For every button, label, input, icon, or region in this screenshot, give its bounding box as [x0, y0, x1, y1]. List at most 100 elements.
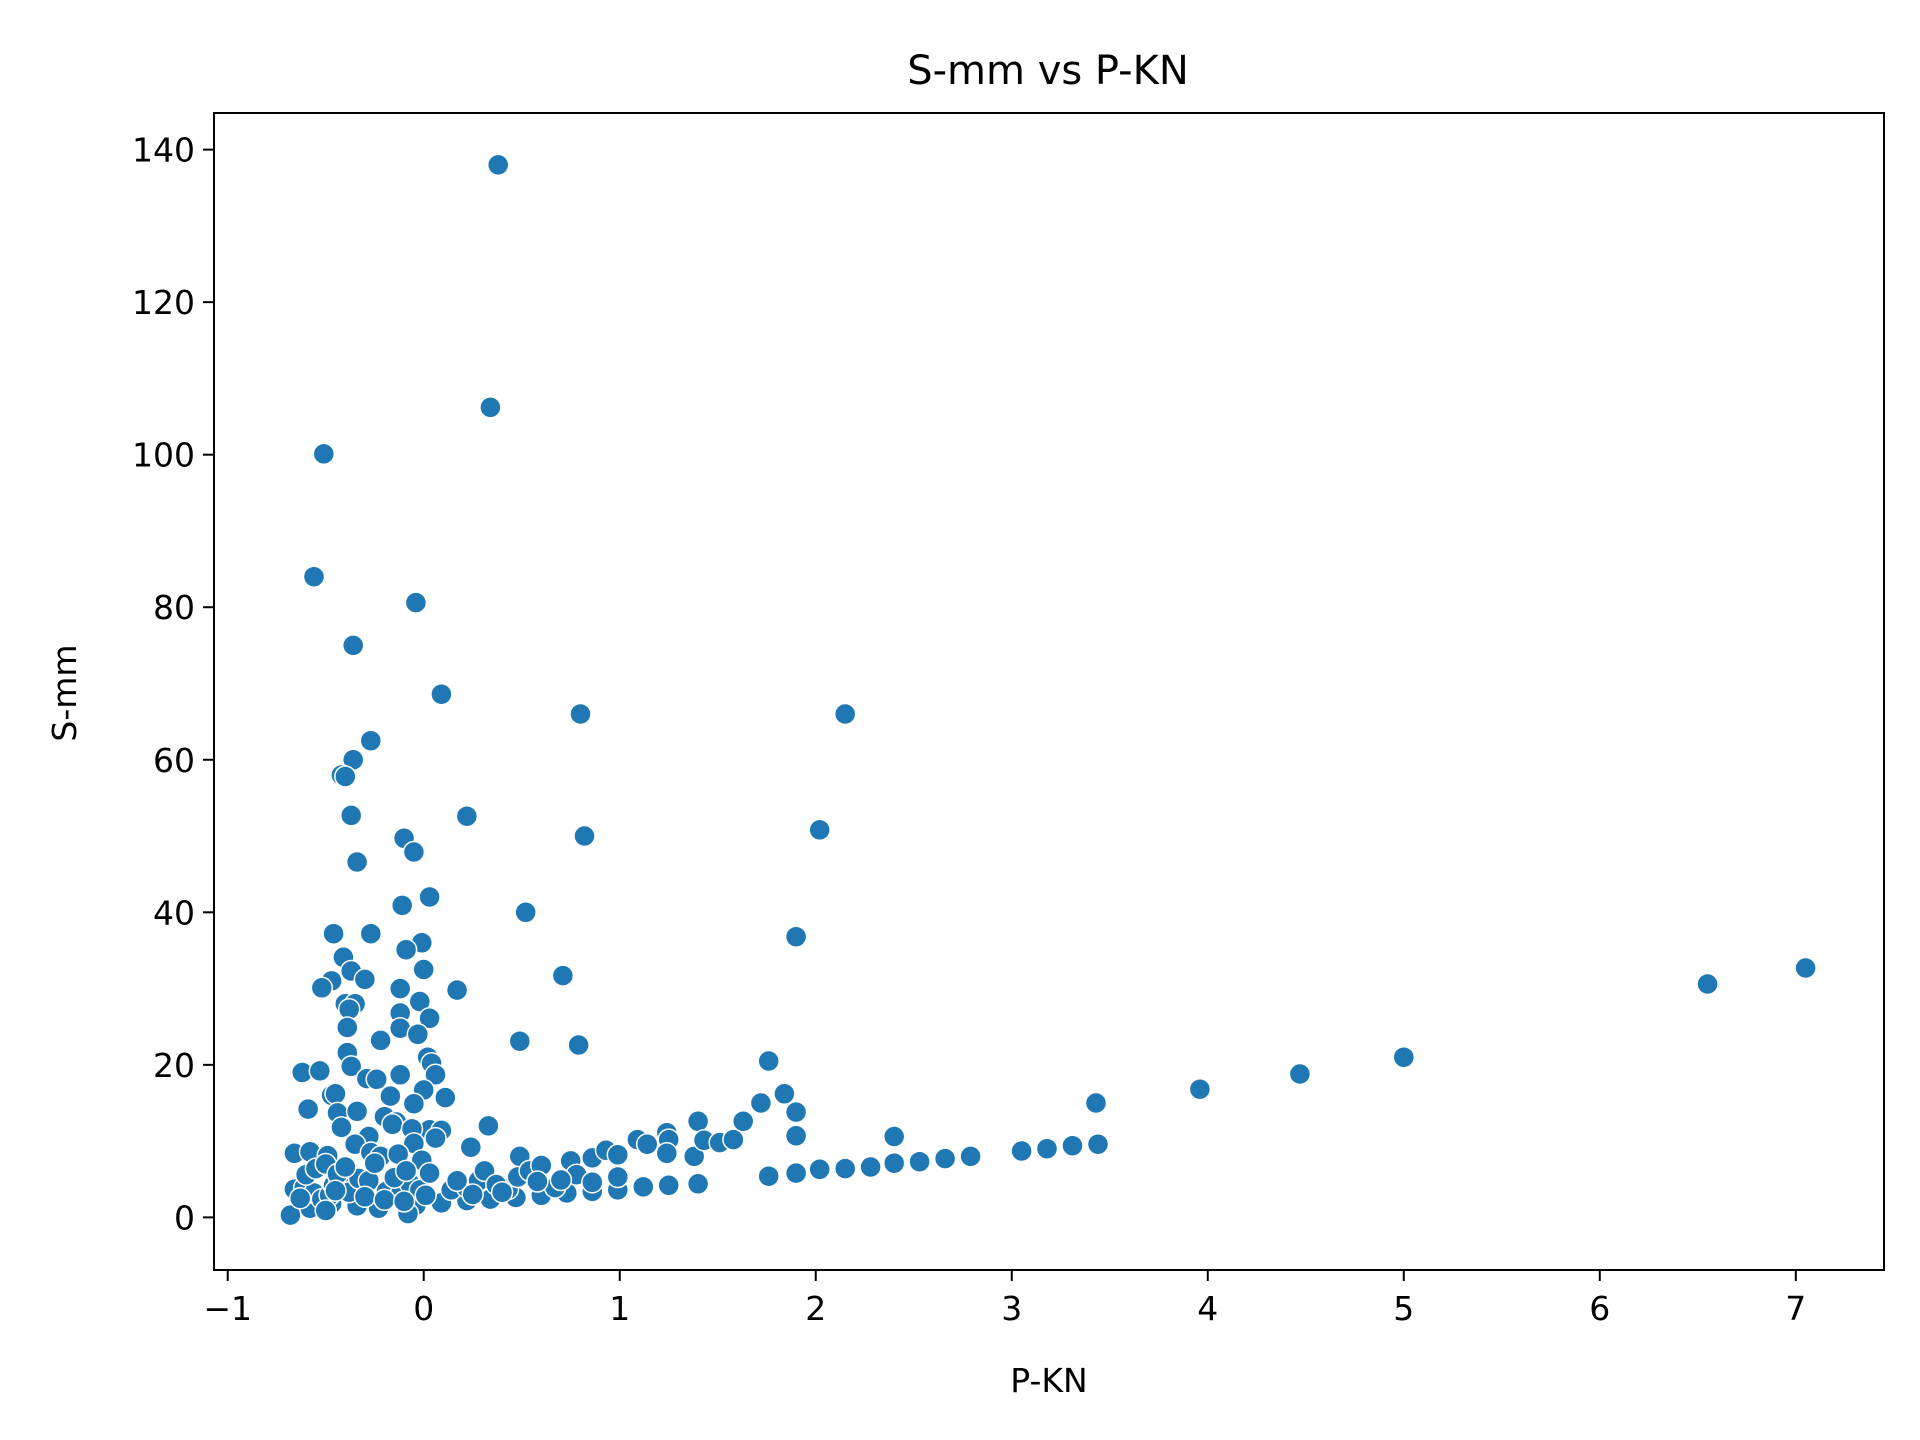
y-tick-label: 100: [132, 436, 195, 475]
data-point: [424, 1126, 447, 1150]
y-tick-label: 0: [174, 1198, 195, 1237]
data-point: [308, 1059, 332, 1083]
data-point: [1696, 972, 1719, 996]
data-point: [959, 1145, 982, 1168]
y-axis-ticks: 0 20 40 60 80 100 120 140: [132, 131, 214, 1237]
data-point: [322, 922, 345, 945]
data-point: [455, 804, 479, 828]
data-point: [402, 840, 426, 864]
data-point: [339, 804, 363, 827]
data-point: [388, 1063, 412, 1087]
data-point: [424, 1063, 447, 1087]
x-tick-label: 1: [609, 1289, 630, 1328]
y-tick-label: 140: [132, 131, 195, 170]
x-tick-label: 5: [1393, 1289, 1414, 1328]
data-point: [526, 1170, 549, 1193]
data-point: [402, 1092, 426, 1115]
data-point: [784, 925, 808, 948]
data-point: [1084, 1091, 1108, 1115]
data-point: [445, 1169, 469, 1193]
data-point: [1061, 1134, 1084, 1157]
data-point: [381, 1113, 404, 1136]
data-point: [379, 1084, 402, 1108]
data-point: [373, 1188, 396, 1212]
data-point: [514, 901, 537, 924]
data-point: [461, 1183, 484, 1206]
data-point: [749, 1091, 773, 1115]
data-point: [334, 765, 357, 788]
data-point: [288, 1187, 312, 1210]
data-point: [324, 1082, 347, 1106]
data-point: [655, 1142, 679, 1165]
data-point: [353, 1185, 377, 1209]
data-point: [414, 1184, 437, 1207]
data-point: [1010, 1139, 1033, 1163]
data-point: [394, 938, 418, 961]
x-tick-label: 2: [805, 1289, 826, 1328]
data-point: [606, 1143, 630, 1167]
data-point: [573, 824, 596, 848]
x-tick-label: 6: [1589, 1289, 1610, 1328]
data-point: [833, 702, 857, 726]
data-point: [394, 1159, 418, 1183]
data-point: [408, 990, 432, 1013]
data-point: [445, 978, 469, 1002]
data-point: [1794, 956, 1817, 980]
y-tick-label: 80: [153, 588, 195, 627]
data-point: [334, 1155, 357, 1179]
data-point: [606, 1165, 630, 1189]
data-point: [312, 442, 336, 466]
data-point: [365, 1068, 388, 1091]
data-point: [1086, 1132, 1110, 1156]
data-point: [632, 1175, 655, 1199]
data-point: [302, 565, 326, 588]
plot-area-frame: [213, 112, 1885, 1271]
data-point: [341, 634, 365, 657]
data-point: [757, 1164, 780, 1188]
data-point: [682, 1145, 706, 1168]
chart-title: S-mm vs P-KN: [907, 48, 1189, 94]
data-point: [581, 1171, 604, 1194]
data-point: [310, 976, 334, 1000]
data-point: [686, 1110, 710, 1133]
data-point: [933, 1147, 957, 1170]
data-point: [479, 396, 502, 419]
data-point: [477, 1114, 500, 1138]
data-point: [882, 1151, 906, 1175]
data-points: [279, 153, 1817, 1227]
x-tick-label: −1: [203, 1289, 252, 1328]
data-point: [353, 968, 377, 991]
data-point: [363, 1151, 386, 1175]
data-point: [549, 1168, 573, 1192]
data-point: [1288, 1062, 1312, 1086]
data-point: [412, 958, 435, 981]
data-point: [686, 1172, 710, 1196]
data-point: [390, 894, 414, 917]
data-point: [490, 1180, 514, 1204]
y-tick-label: 20: [153, 1046, 195, 1085]
x-axis-label: P-KN: [1010, 1361, 1087, 1400]
data-point: [657, 1174, 680, 1197]
y-tick-label: 40: [153, 893, 195, 932]
data-point: [359, 729, 383, 752]
data-point: [430, 682, 453, 706]
data-point: [388, 977, 412, 1000]
data-point: [882, 1125, 906, 1148]
data-point: [339, 1055, 363, 1078]
data-point: [773, 1082, 796, 1106]
data-point: [418, 1007, 441, 1030]
data-point: [567, 1033, 590, 1057]
data-point: [784, 1100, 808, 1124]
data-point: [434, 1086, 457, 1109]
data-point: [635, 1132, 659, 1156]
data-point: [296, 1097, 320, 1121]
data-point: [404, 591, 428, 614]
data-point: [731, 1110, 755, 1133]
data-point: [392, 1190, 416, 1213]
y-tick-label: 60: [153, 741, 195, 780]
data-point: [345, 850, 369, 874]
data-point: [508, 1029, 532, 1053]
data-point: [757, 1049, 780, 1073]
data-point: [330, 1116, 353, 1139]
data-point: [569, 702, 592, 726]
